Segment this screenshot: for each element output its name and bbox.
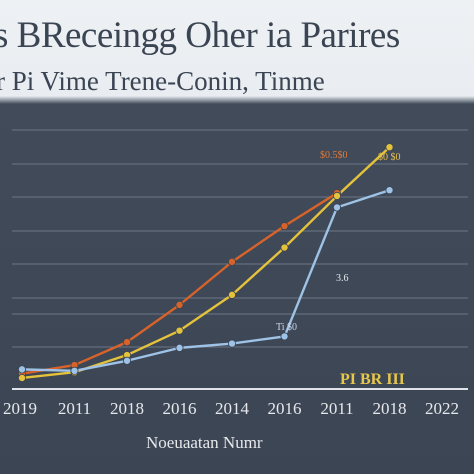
series-line-3 — [21, 189, 390, 372]
data-point — [123, 356, 132, 365]
data-point — [70, 366, 79, 375]
chart-subtitle: r Pi Vime Trene-Conin, Tinme — [0, 66, 325, 96]
chart-title: s BReceingg Oher ia Parires — [0, 15, 400, 56]
data-point — [227, 257, 236, 266]
x-tick-label: 2016 — [268, 399, 302, 418]
data-point — [17, 373, 26, 382]
data-point — [332, 203, 341, 212]
x-tick-label: 2019 — [3, 399, 37, 418]
data-point — [175, 326, 184, 335]
data-point — [227, 290, 236, 299]
annotation-label: 3.6 — [336, 273, 349, 284]
data-point — [175, 343, 184, 352]
data-point — [280, 332, 289, 341]
data-point — [332, 191, 341, 200]
x-tick-label: 2014 — [215, 399, 250, 418]
x-tick-label: 2018 — [373, 399, 407, 418]
x-tick-label: 2011 — [58, 399, 91, 418]
data-point — [385, 143, 394, 152]
annotation-label: $0.5$0 — [320, 150, 348, 161]
data-point — [227, 339, 236, 348]
data-point — [123, 338, 132, 347]
legend-label: PI BR III — [340, 371, 405, 388]
data-point — [280, 222, 289, 231]
x-tick-label: 2018 — [110, 399, 144, 418]
data-point — [280, 243, 289, 252]
x-tick-label: 2016 — [163, 399, 197, 418]
series-line-2 — [21, 146, 391, 380]
x-tick-label: 2011 — [320, 399, 353, 418]
x-axis-label: Noeuaatan Numr — [146, 433, 263, 452]
data-point — [17, 365, 26, 374]
annotation-label: Ti $0 — [276, 322, 297, 333]
annotation-label: $0 $0 — [378, 152, 401, 163]
data-point — [385, 186, 394, 195]
data-point — [175, 300, 184, 309]
x-tick-label: 2022 — [425, 399, 459, 418]
